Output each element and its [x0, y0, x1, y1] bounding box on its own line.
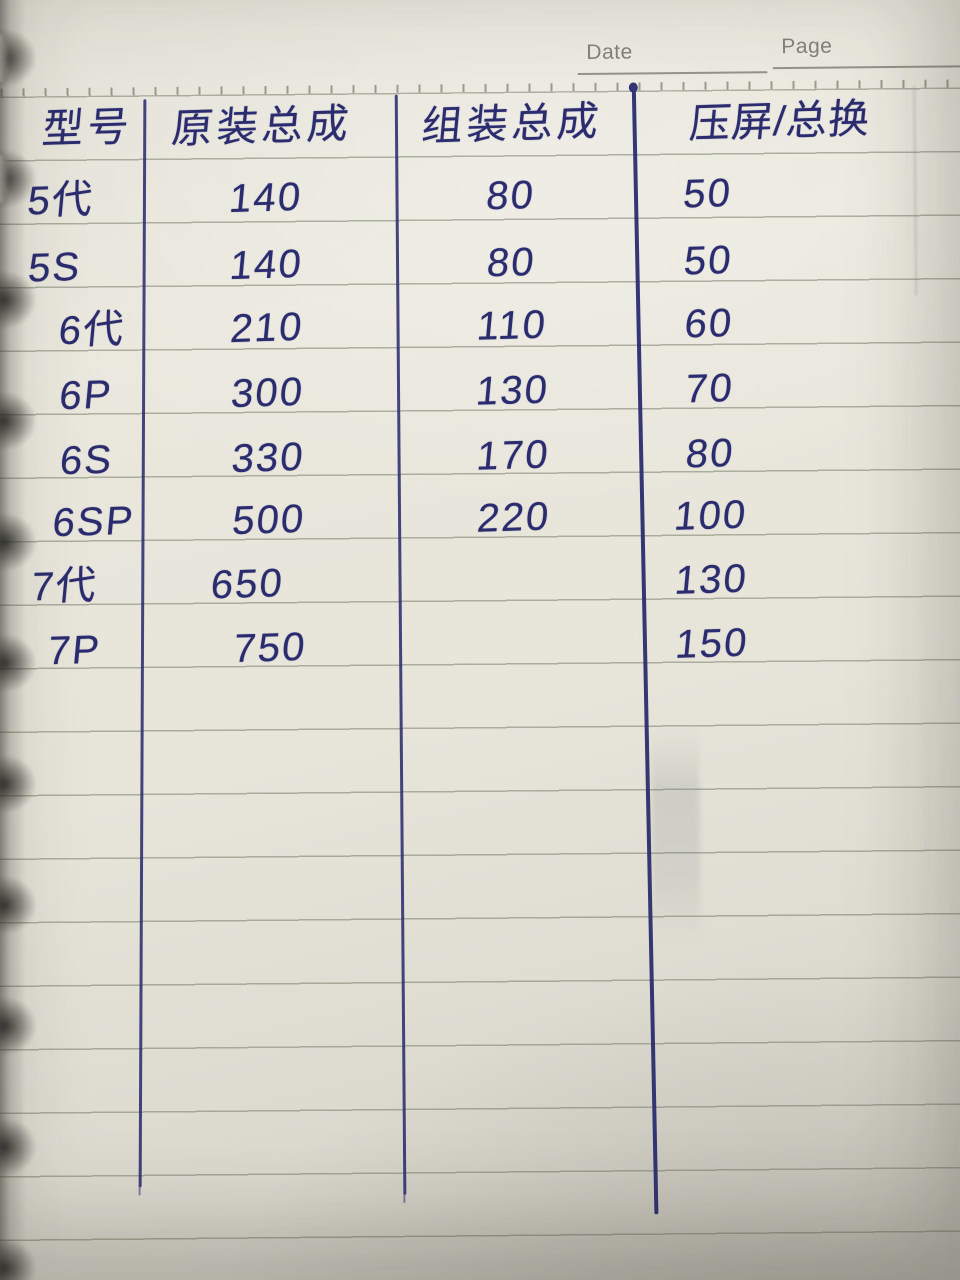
- cell-assembled: 110: [474, 302, 549, 349]
- header-aftermarket-assembly: 组装总成: [419, 97, 605, 150]
- cell-screen-swap: 150: [673, 620, 751, 667]
- cell-original: 500: [230, 496, 308, 544]
- cell-model: 6SP: [50, 498, 137, 546]
- cell-model: 6代: [56, 307, 128, 354]
- spiral-binding-coil: [0, 499, 62, 585]
- spiral-binding-coil: [0, 136, 62, 222]
- cell-model: 6P: [57, 372, 115, 419]
- cell-original: 210: [228, 304, 306, 352]
- cell-screen-swap: 80: [683, 431, 737, 477]
- date-label: Date: [586, 40, 633, 64]
- ink-smudge: [650, 727, 701, 944]
- cell-screen-swap: 60: [682, 301, 736, 347]
- page-underline: [772, 64, 960, 70]
- cell-original: 140: [227, 174, 305, 222]
- cell-screen-swap: 70: [683, 366, 736, 412]
- page-label: Page: [781, 34, 833, 59]
- cell-original: 330: [229, 434, 307, 482]
- spiral-binding-coil: [0, 1104, 62, 1190]
- cell-screen-swap: 50: [681, 171, 735, 217]
- cell-original: 750: [231, 624, 309, 672]
- cell-screen-swap: 100: [672, 492, 750, 539]
- spiral-binding-coil: [0, 741, 62, 827]
- spiral-binding-coil: [0, 15, 62, 101]
- header-original-assembly: 原装总成: [169, 100, 355, 152]
- spiral-binding-coil: [0, 862, 62, 948]
- cell-original: 650: [208, 561, 286, 608]
- cell-assembled: 130: [474, 367, 552, 414]
- date-underline: [577, 71, 768, 76]
- spiral-binding-coil: [0, 378, 62, 464]
- cell-assembled: 220: [475, 494, 553, 541]
- cell-assembled: 80: [485, 239, 538, 286]
- spiral-binding-coil: [0, 620, 62, 706]
- cell-original: 300: [229, 369, 307, 417]
- cell-screen-swap: 50: [682, 238, 735, 284]
- cell-assembled: 80: [484, 172, 538, 219]
- cell-screen-swap: 130: [672, 556, 750, 603]
- spiral-binding-coil: [0, 257, 62, 343]
- cell-original: 140: [227, 241, 305, 289]
- cell-assembled: 170: [474, 432, 552, 479]
- spiral-binding-coil: [0, 983, 62, 1069]
- cell-model: 6S: [58, 437, 116, 484]
- header-screen-swap: 压屏/总换: [687, 95, 873, 147]
- spiral-binding-coil: [0, 1225, 62, 1280]
- cell-model: 7P: [45, 627, 104, 674]
